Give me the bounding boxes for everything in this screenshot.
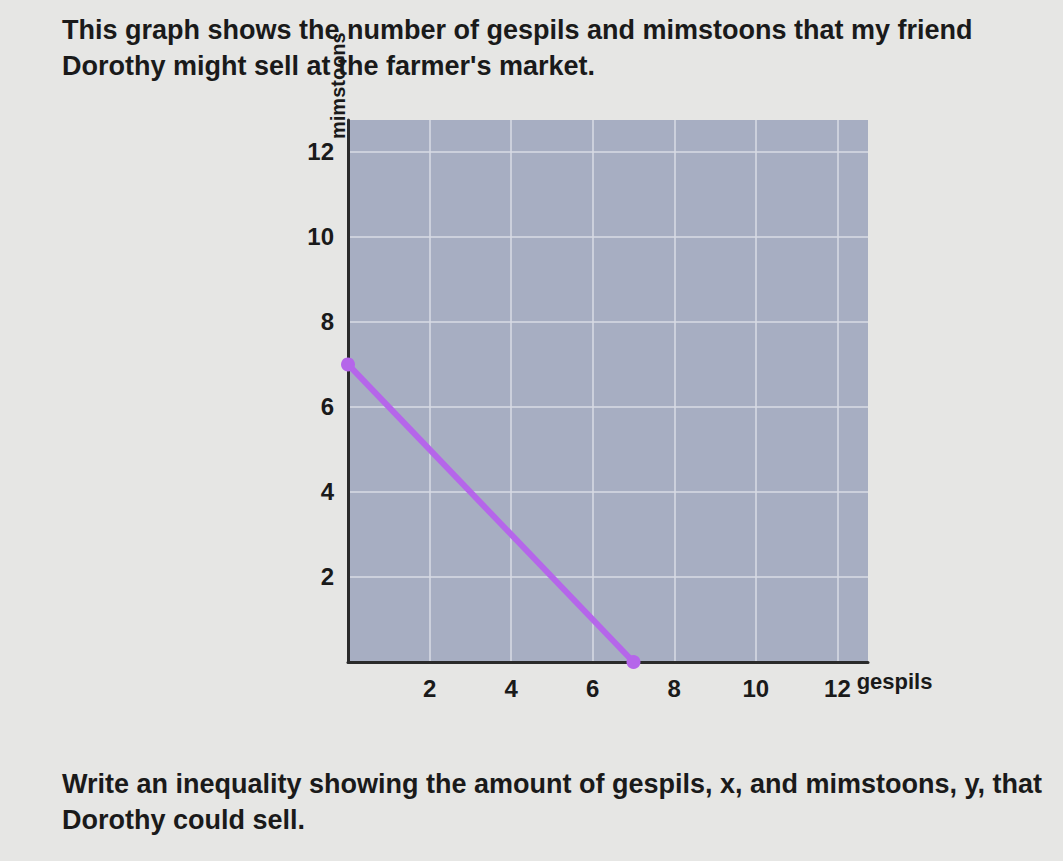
svg-text:4: 4 [504,675,518,702]
svg-text:4: 4 [321,478,335,505]
svg-text:10: 10 [307,223,334,250]
svg-text:mimstoons: mimstoons [327,32,349,139]
svg-text:gespils: gespils [857,669,933,694]
svg-text:8: 8 [321,308,334,335]
svg-text:6: 6 [321,393,334,420]
svg-text:12: 12 [307,138,334,165]
svg-text:8: 8 [668,675,681,702]
svg-text:2: 2 [423,675,436,702]
svg-text:2: 2 [321,563,334,590]
svg-text:12: 12 [824,675,851,702]
svg-text:6: 6 [586,675,599,702]
svg-text:10: 10 [742,675,769,702]
